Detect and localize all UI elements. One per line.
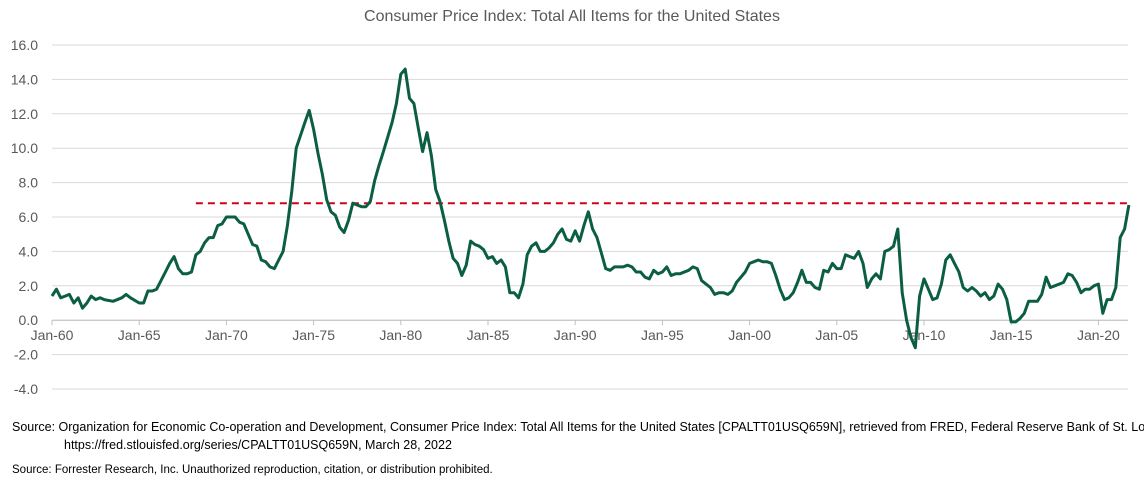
line-chart: 16.0 14.0 12.0 10.0 8.0 6.0 4.0 2.0 0.0 -2.0 -4.0 J… xyxy=(11,37,1131,397)
x-tick-label: Jan-85 xyxy=(467,327,510,343)
y-tick-label: 12.0 xyxy=(11,106,38,122)
x-tick-label: Jan-75 xyxy=(292,327,335,343)
x-tick-label: Jan-15 xyxy=(990,327,1033,343)
y-tick-label: 8.0 xyxy=(19,175,39,191)
x-tick-label: Jan-10 xyxy=(903,327,946,343)
y-tick-label: 16.0 xyxy=(11,37,38,53)
x-tick-label: Jan-90 xyxy=(554,327,597,343)
y-tick-label: 4.0 xyxy=(19,243,39,259)
x-tick-label: Jan-95 xyxy=(641,327,684,343)
copyright-note: Source: Forrester Research, Inc. Unautho… xyxy=(12,464,493,476)
x-tick-label: Jan-70 xyxy=(205,327,248,343)
y-tick-label: 14.0 xyxy=(11,71,38,87)
x-tick-label: Jan-05 xyxy=(815,327,858,343)
x-tick-label: Jan-65 xyxy=(118,327,161,343)
chart-title: Consumer Price Index: Total All Items fo… xyxy=(364,8,780,25)
x-tick-label: Jan-80 xyxy=(379,327,422,343)
x-tick-label: Jan-00 xyxy=(728,327,771,343)
y-tick-label: 10.0 xyxy=(11,140,38,156)
x-tick-label: Jan-60 xyxy=(31,327,74,343)
x-tick-label: Jan-20 xyxy=(1077,327,1120,343)
y-tick-label: 0.0 xyxy=(19,312,39,328)
y-tick-label: -4.0 xyxy=(14,381,38,397)
cpi-series-line xyxy=(50,67,1131,350)
y-tick-label: 2.0 xyxy=(19,278,39,294)
source-note: Source: Organization for Economic Co-ope… xyxy=(12,420,1144,452)
y-tick-label: 6.0 xyxy=(19,209,39,225)
y-tick-label: -2.0 xyxy=(14,347,38,363)
